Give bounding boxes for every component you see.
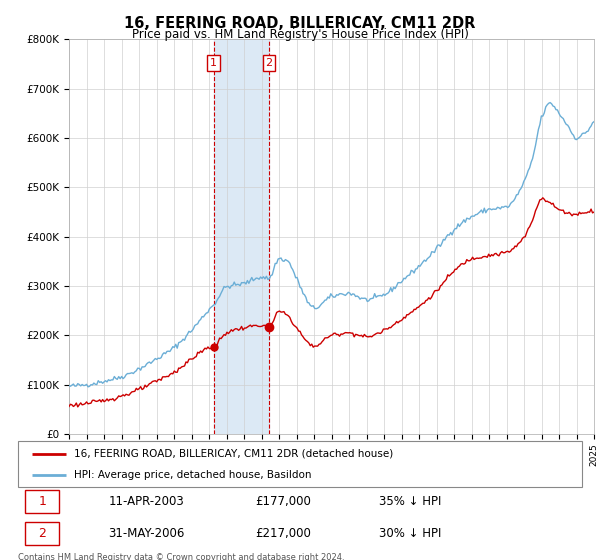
Text: £177,000: £177,000: [255, 495, 311, 508]
Bar: [214, 39, 269, 434]
Text: 1: 1: [210, 58, 217, 68]
Text: 2: 2: [265, 58, 272, 68]
Text: 35% ↓ HPI: 35% ↓ HPI: [379, 495, 442, 508]
Text: 2: 2: [38, 527, 46, 540]
Text: 16, FEERING ROAD, BILLERICAY, CM11 2DR (detached house): 16, FEERING ROAD, BILLERICAY, CM11 2DR (…: [74, 449, 394, 459]
Text: Price paid vs. HM Land Registry's House Price Index (HPI): Price paid vs. HM Land Registry's House …: [131, 28, 469, 41]
Text: Contains HM Land Registry data © Crown copyright and database right 2024.
This d: Contains HM Land Registry data © Crown c…: [18, 553, 344, 560]
Text: 31-MAY-2006: 31-MAY-2006: [108, 527, 185, 540]
Text: HPI: Average price, detached house, Basildon: HPI: Average price, detached house, Basi…: [74, 470, 312, 480]
FancyBboxPatch shape: [25, 522, 59, 545]
Text: 30% ↓ HPI: 30% ↓ HPI: [379, 527, 442, 540]
Text: 16, FEERING ROAD, BILLERICAY, CM11 2DR: 16, FEERING ROAD, BILLERICAY, CM11 2DR: [124, 16, 476, 31]
Text: £217,000: £217,000: [255, 527, 311, 540]
FancyBboxPatch shape: [25, 490, 59, 513]
FancyBboxPatch shape: [18, 441, 582, 487]
Text: 11-APR-2003: 11-APR-2003: [108, 495, 184, 508]
Text: 1: 1: [38, 495, 46, 508]
